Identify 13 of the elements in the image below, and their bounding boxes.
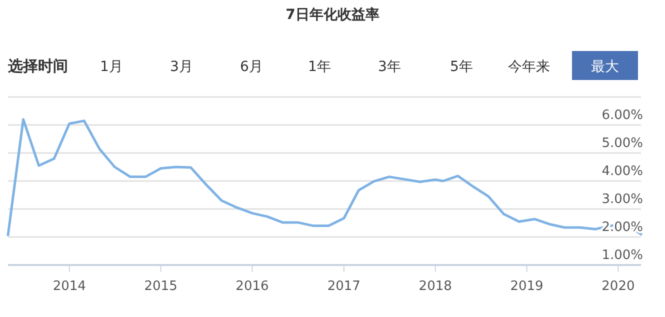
y-tick-label: 4.00%: [602, 164, 643, 179]
x-tick-label: 2015: [144, 279, 178, 294]
x-tick-label: 2019: [510, 279, 544, 294]
x-tick-label: 2020: [602, 279, 635, 294]
y-tick-label: 1.00%: [602, 248, 643, 263]
x-tick-label: 2017: [327, 279, 360, 294]
y-tick-label: 6.00%: [602, 108, 643, 123]
x-tick-label: 2016: [236, 279, 269, 294]
chart-title: 7日年化收益率: [286, 6, 380, 23]
x-tick-label: 2018: [418, 279, 452, 294]
y-tick-label: 5.00%: [602, 136, 643, 151]
y-tick-label: 3.00%: [602, 192, 643, 207]
x-tick-label: 2014: [52, 279, 86, 294]
